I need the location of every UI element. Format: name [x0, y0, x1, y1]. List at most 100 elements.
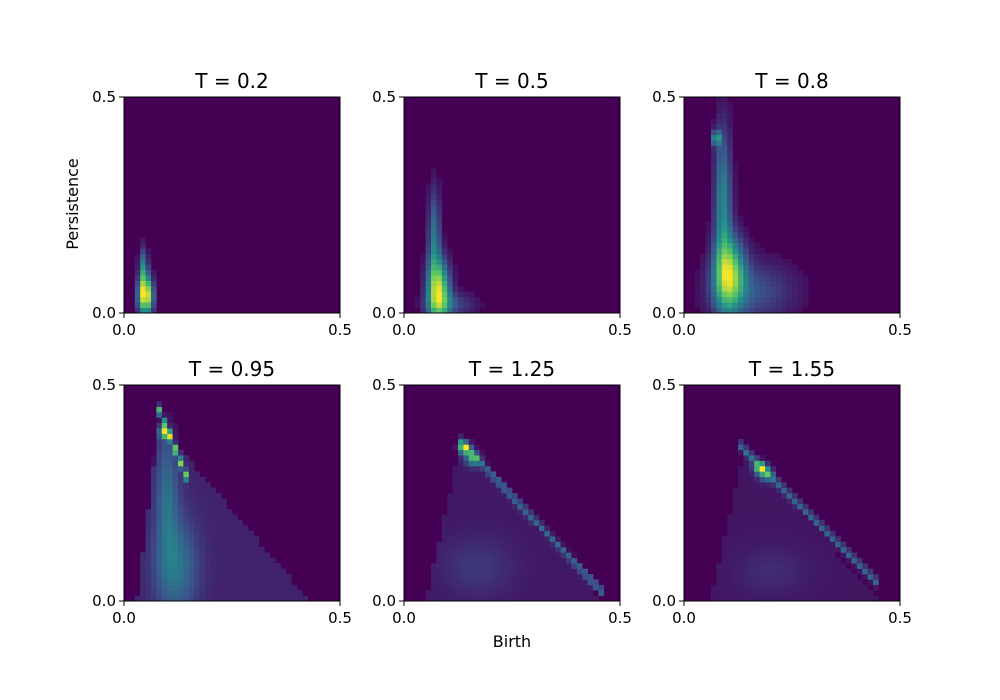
heatmap-cell	[716, 140, 723, 146]
heatmap-cells	[711, 439, 879, 602]
heatmap-cell	[183, 541, 190, 548]
heatmap-cell	[458, 563, 464, 569]
heatmap-cell	[512, 595, 518, 602]
heatmap-cell	[501, 493, 507, 499]
heatmap-cell	[549, 590, 556, 596]
heatmap-cell	[582, 568, 588, 575]
heatmap-cell	[770, 509, 777, 515]
heatmap-cell	[468, 595, 475, 602]
heatmap-cell	[425, 307, 432, 314]
heatmap-cell	[458, 590, 464, 596]
heatmap-cell	[436, 183, 443, 190]
heatmap-cell	[458, 286, 464, 292]
heatmap-cell	[172, 493, 179, 499]
heatmap-cell	[732, 547, 739, 553]
heatmap-cell	[156, 487, 163, 494]
heatmap-cell	[835, 547, 841, 553]
heatmap-cell	[145, 579, 152, 586]
heatmap-cell	[436, 221, 443, 227]
x-tick-label: 0.5	[608, 321, 632, 339]
heatmap-cell	[134, 269, 141, 276]
heatmap-cell	[161, 557, 168, 564]
heatmap-cell	[205, 579, 211, 586]
heatmap-cell	[199, 541, 206, 548]
heatmap-cell	[425, 291, 432, 298]
heatmap-cell	[705, 296, 712, 303]
heatmap-cell	[851, 563, 858, 569]
heatmap-cell	[485, 460, 491, 467]
heatmap-cell	[716, 296, 723, 303]
heatmap-cell	[156, 498, 163, 505]
heatmap-cell	[447, 536, 453, 542]
heatmap-cell	[748, 302, 755, 308]
heatmap-cell	[431, 210, 437, 217]
heatmap-cell	[183, 595, 190, 602]
heatmap-cell	[436, 259, 443, 265]
heatmap-cell	[479, 498, 486, 505]
heatmap-cell	[512, 552, 518, 559]
heatmap-cell	[458, 568, 464, 575]
heatmap-cell	[711, 275, 717, 281]
x-tick-label: 0.5	[888, 609, 912, 627]
heatmap-cell	[474, 584, 480, 591]
heatmap-cell	[452, 552, 459, 559]
heatmap-cell	[846, 552, 852, 559]
heatmap-cell	[716, 178, 723, 184]
heatmap-cell	[452, 291, 459, 298]
heatmap-cell	[711, 118, 717, 125]
heatmap-cell	[431, 595, 437, 602]
heatmap-cell	[474, 563, 480, 569]
heatmap-cell	[716, 280, 723, 287]
heatmap-cell	[797, 509, 804, 515]
heatmap-cell	[765, 264, 771, 271]
heatmap-cell	[759, 471, 766, 478]
heatmap-cell	[194, 584, 200, 591]
heatmap-cell	[738, 568, 744, 575]
heatmap-cell	[732, 183, 739, 190]
heatmap-cell	[248, 579, 254, 586]
heatmap-cell	[765, 291, 771, 298]
heatmap-cell	[533, 514, 540, 521]
heatmap-cell	[134, 302, 141, 308]
heatmap-cell	[754, 460, 760, 467]
heatmap-cell	[743, 574, 750, 580]
heatmap-cell	[748, 455, 755, 461]
heatmap-cell	[797, 498, 804, 505]
heatmap-cell	[512, 590, 518, 596]
heatmap-cell	[490, 493, 497, 499]
heatmap-cell	[819, 520, 825, 526]
heatmap-cell	[765, 471, 771, 478]
heatmap-cell	[786, 552, 793, 559]
heatmap-cell	[727, 536, 733, 542]
heatmap-cell	[183, 455, 190, 461]
heatmap-cell	[161, 433, 168, 440]
heatmap-cell	[275, 563, 281, 569]
heatmap-cell	[194, 541, 200, 548]
heatmap-cell	[151, 476, 157, 483]
heatmap-cell	[151, 536, 157, 542]
heatmap-cell	[425, 183, 432, 190]
heatmap-cell	[721, 102, 728, 109]
heatmap-cell	[743, 291, 750, 298]
heatmap-cell	[436, 194, 443, 200]
heatmap-cell	[458, 579, 464, 586]
heatmap-cell	[732, 232, 739, 238]
heatmap-cell	[458, 433, 464, 440]
heatmap-cell	[775, 574, 782, 580]
heatmap-cell	[452, 444, 459, 451]
heatmap-cell	[716, 145, 723, 152]
heatmap-cell	[732, 584, 739, 591]
heatmap-cell	[441, 536, 448, 542]
heatmap-cell	[544, 563, 551, 569]
heatmap-cell	[786, 584, 793, 591]
heatmap-cell	[183, 574, 190, 580]
heatmap-cell	[490, 536, 497, 542]
heatmap-cell	[738, 307, 744, 314]
heatmap-cell	[161, 525, 168, 532]
heatmap-cell	[490, 514, 497, 521]
heatmap-cell	[727, 145, 733, 152]
heatmap-cell	[441, 237, 448, 244]
heatmap-cell	[743, 503, 750, 510]
heatmap-cell	[172, 552, 179, 559]
heatmap-cell	[711, 172, 717, 179]
